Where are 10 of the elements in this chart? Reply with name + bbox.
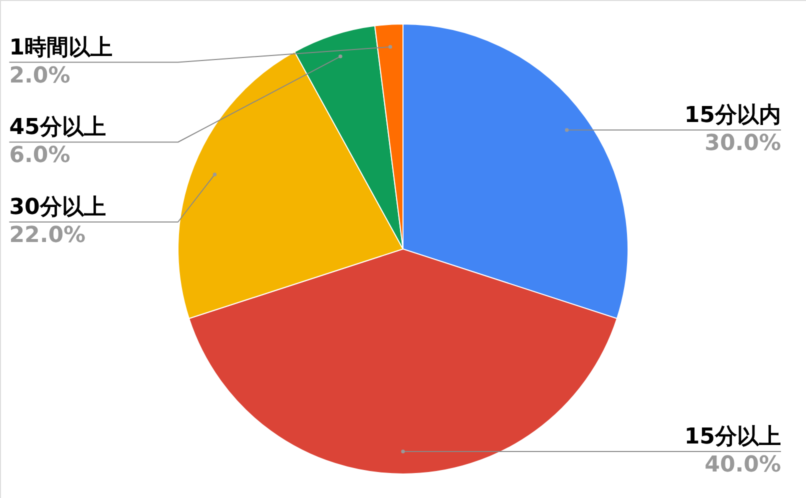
slice-label: 1時間以上 bbox=[9, 35, 113, 60]
slice-label: 15分以上 bbox=[684, 424, 781, 450]
data-label: 30.0% bbox=[704, 130, 781, 156]
data-label: 2.0% bbox=[9, 63, 70, 88]
data-label: 6.0% bbox=[9, 143, 70, 168]
slice-label: 30分以上 bbox=[9, 195, 106, 220]
slice-label: 15分以内 bbox=[684, 102, 781, 128]
data-label: 22.0% bbox=[9, 223, 86, 248]
slice-label: 45分以上 bbox=[9, 115, 106, 140]
data-label: 40.0% bbox=[704, 452, 781, 478]
